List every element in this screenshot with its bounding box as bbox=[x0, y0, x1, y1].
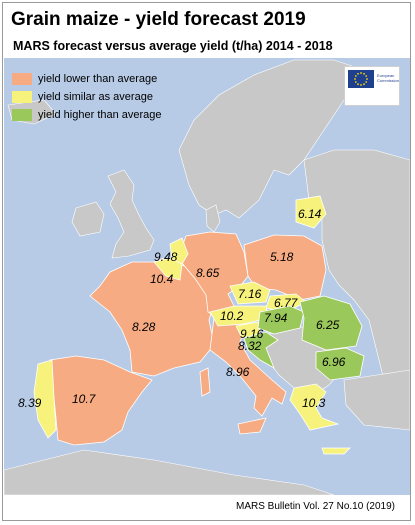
region-lithuania bbox=[295, 195, 327, 229]
legend-swatch-similar bbox=[12, 90, 32, 103]
value-slovakia: 6.77 bbox=[274, 296, 299, 310]
region-netherlands bbox=[169, 237, 189, 265]
value-italy: 8.96 bbox=[226, 365, 250, 379]
value-netherlands: 9.48 bbox=[154, 250, 178, 264]
value-greece: 10.3 bbox=[302, 396, 326, 410]
map-subtitle: MARS forecast versus average yield (t/ha… bbox=[13, 39, 333, 53]
region-sicily bbox=[237, 417, 267, 435]
value-croatia: 8.32 bbox=[238, 339, 262, 353]
value-labels: 8.28 10.7 8.39 8.65 5.18 9.48 10.4 8.96 … bbox=[18, 207, 346, 410]
legend-item-higher: yield higher than average bbox=[12, 106, 162, 123]
region-czechia bbox=[229, 281, 271, 305]
eu-flag-icon bbox=[348, 70, 374, 88]
value-slovenia: 9.16 bbox=[240, 327, 264, 341]
region-crete bbox=[321, 447, 351, 455]
legend-swatch-higher bbox=[12, 108, 32, 121]
legend-label-similar: yield similar as average bbox=[38, 90, 153, 103]
region-romania bbox=[299, 295, 363, 351]
value-romania: 6.25 bbox=[316, 318, 340, 332]
value-poland: 5.18 bbox=[270, 250, 294, 264]
value-portugal: 8.39 bbox=[18, 396, 42, 410]
value-czechia: 7.16 bbox=[238, 287, 262, 301]
land-ireland bbox=[71, 201, 105, 237]
value-lithuania: 6.14 bbox=[298, 207, 322, 221]
region-portugal bbox=[33, 359, 57, 439]
land-east bbox=[303, 149, 410, 381]
value-bulgaria: 6.96 bbox=[322, 355, 346, 369]
region-hungary bbox=[257, 305, 305, 335]
eu-logo-text: European Commission bbox=[377, 73, 400, 83]
region-sardinia bbox=[199, 367, 211, 397]
region-bulgaria bbox=[315, 347, 365, 381]
region-belgium bbox=[153, 257, 183, 281]
europe-map: 8.28 10.7 8.39 8.65 5.18 9.48 10.4 8.96 … bbox=[4, 58, 410, 495]
region-greece bbox=[289, 383, 340, 431]
value-hungary: 7.94 bbox=[264, 311, 288, 325]
value-austria: 10.2 bbox=[220, 309, 244, 323]
value-france: 8.28 bbox=[132, 320, 156, 334]
land-denmark bbox=[205, 204, 221, 233]
region-france bbox=[89, 257, 215, 377]
legend-label-lower: yield lower than average bbox=[38, 72, 158, 85]
region-croatia bbox=[243, 331, 279, 369]
value-germany: 8.65 bbox=[196, 266, 220, 280]
legend-swatch-lower bbox=[12, 72, 32, 85]
region-slovakia bbox=[265, 293, 307, 313]
land-turkey bbox=[343, 369, 410, 431]
european-commission-logo: European Commission bbox=[344, 66, 400, 106]
map-legend: yield lower than average yield similar a… bbox=[12, 70, 162, 124]
land-north-africa bbox=[4, 449, 335, 495]
legend-label-higher: yield higher than average bbox=[38, 108, 162, 121]
value-spain: 10.7 bbox=[72, 392, 97, 406]
legend-item-similar: yield similar as average bbox=[12, 88, 162, 105]
source-citation: MARS Bulletin Vol. 27 No.10 (2019) bbox=[236, 501, 395, 512]
value-belgium: 10.4 bbox=[150, 272, 174, 286]
land-great-britain bbox=[107, 169, 155, 259]
legend-item-lower: yield lower than average bbox=[12, 70, 162, 87]
map-title: Grain maize - yield forecast 2019 bbox=[11, 9, 306, 30]
